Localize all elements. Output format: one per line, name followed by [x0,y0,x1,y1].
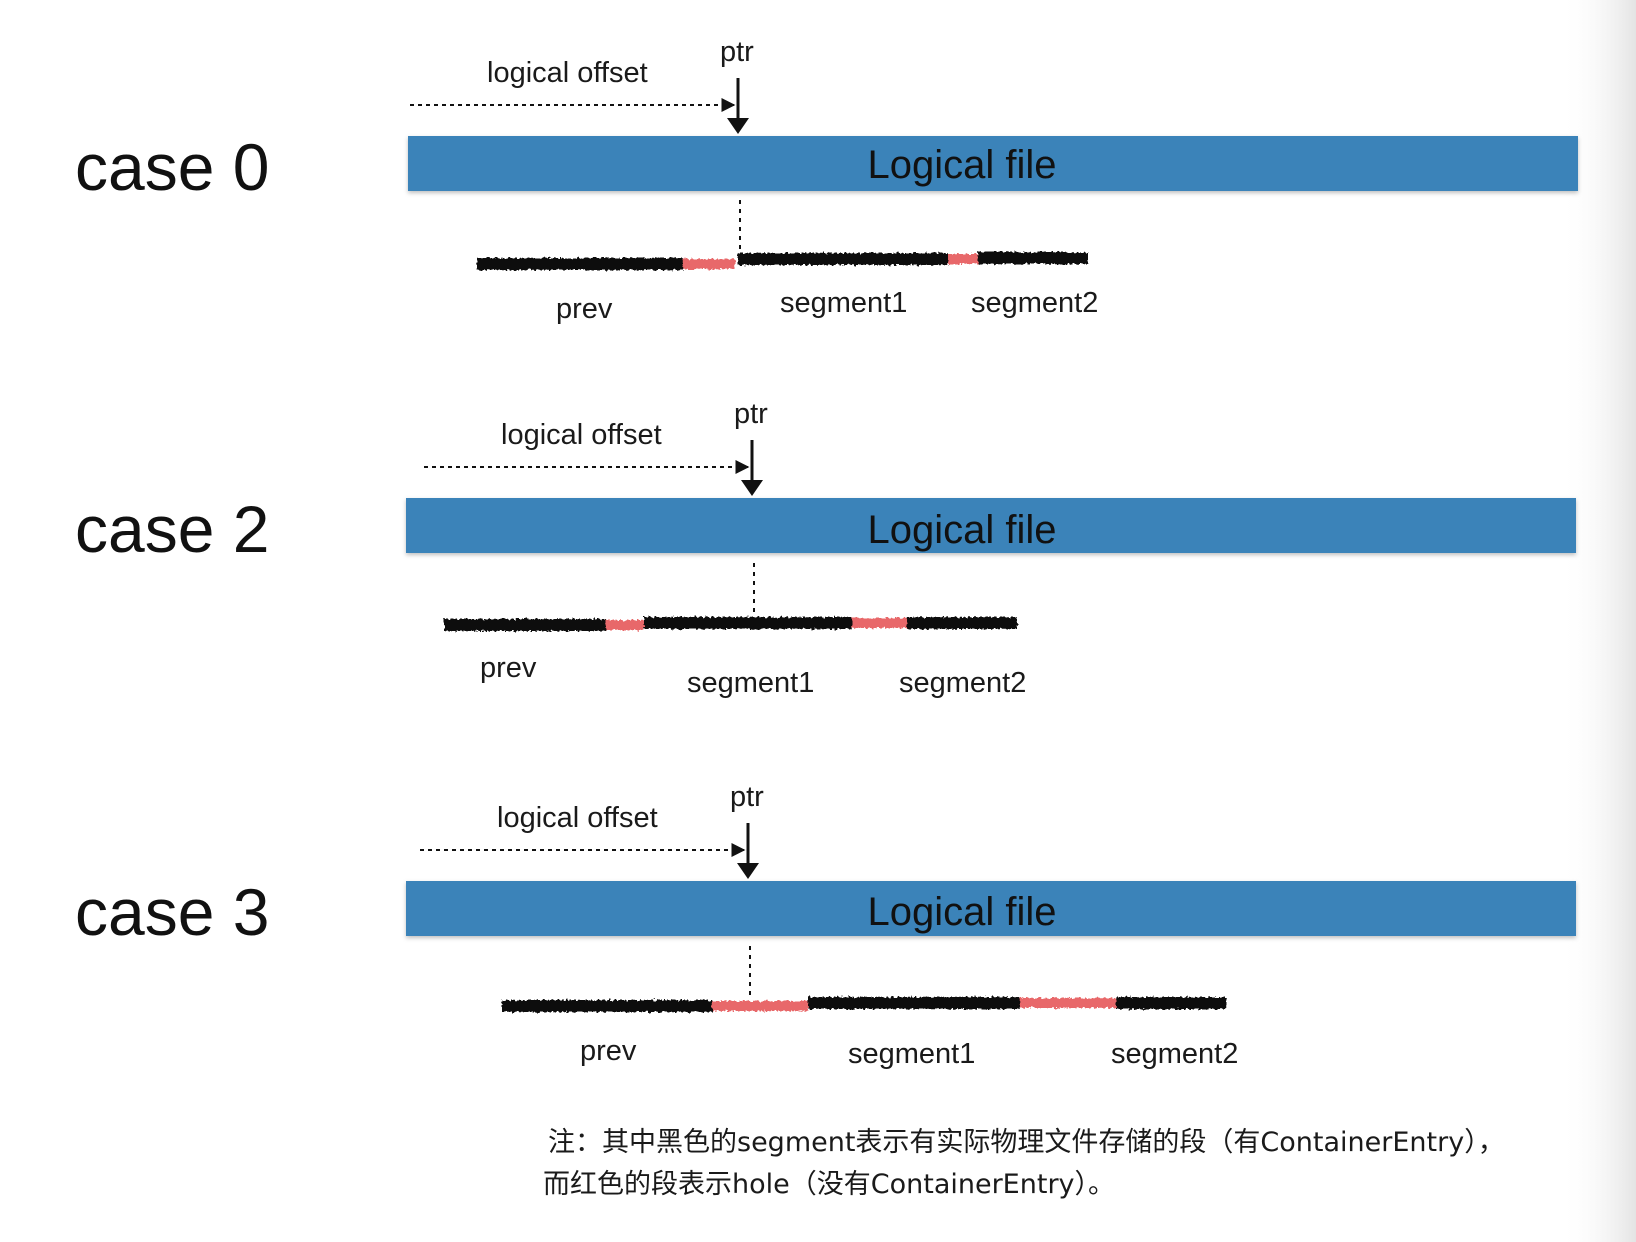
case-3-hole-2 [1020,998,1116,1008]
case-3-logical-file-label: Logical file [867,890,1056,934]
case-2-logical-file-bar [406,498,1576,553]
case-3-ptr-arrowhead [737,863,759,879]
case-3-hole-1 [712,1001,808,1011]
case-0-ptr-arrowhead [727,118,749,134]
case-0-logical-file-label: Logical file [867,143,1056,187]
case-3-segments [502,997,1226,1012]
case-3-ptr-label: ptr [730,781,764,813]
case-2-hole-2 [852,618,907,628]
case-2-hole-1 [606,620,644,630]
case-3-prev-label: prev [580,1035,637,1067]
case-2-segment1 [644,617,852,629]
case-0-segment1-label: segment1 [780,287,907,319]
case-0-hole-1 [683,259,735,269]
case-3-label: case 3 [75,875,269,949]
case-3-segment1 [808,997,1020,1009]
case-2-group: case 2 logical offset ptr Logical file p… [75,398,1576,699]
case-0-offset-label: logical offset [487,57,648,89]
case-0-prev-label: prev [556,293,613,325]
footnote-line-2: 而红色的段表示hole（没有ContainerEntry）。 [543,1169,1116,1200]
case-2-label: case 2 [75,492,269,566]
case-0-hole-2 [948,254,978,264]
case-0-segment2-label: segment2 [971,287,1098,319]
case-2-segment2-label: segment2 [899,667,1026,699]
case-2-segment1-label: segment1 [687,667,814,699]
case-0-group: case 0 logical offset ptr Logical file p… [75,36,1578,325]
case-0-segments [477,252,1088,270]
case-2-prev-segment [444,619,606,631]
case-3-segment2 [1116,997,1226,1009]
footnote-line-1: 注：其中黑色的segment表示有实际物理文件存储的段（有ContainerEn… [548,1127,1505,1158]
case-0-segment1 [738,253,948,265]
case-2-offset-label: logical offset [501,419,662,451]
case-3-offset-label: logical offset [497,802,658,834]
right-edge-shadow [1560,0,1636,1242]
case-3-logical-file-bar [406,881,1576,936]
case-0-prev-segment [477,258,683,270]
case-0-label: case 0 [75,130,269,204]
case-2-logical-file-label: Logical file [867,508,1056,552]
case-0-logical-file-bar [408,136,1578,191]
case-3-segment2-label: segment2 [1111,1038,1238,1070]
case-2-segment2 [907,617,1017,629]
case-2-segments [444,617,1017,631]
case-0-ptr-label: ptr [720,36,754,68]
case-0-segment2 [978,252,1088,264]
case-2-prev-label: prev [480,652,537,684]
footnote: 注：其中黑色的segment表示有实际物理文件存储的段（有ContainerEn… [543,1122,1608,1206]
case-2-ptr-arrowhead [741,480,763,496]
case-2-ptr-label: ptr [734,398,768,430]
case-3-prev-segment [502,1000,712,1012]
case-3-group: case 3 logical offset ptr Logical file p… [75,781,1576,1070]
case-3-segment1-label: segment1 [848,1038,975,1070]
